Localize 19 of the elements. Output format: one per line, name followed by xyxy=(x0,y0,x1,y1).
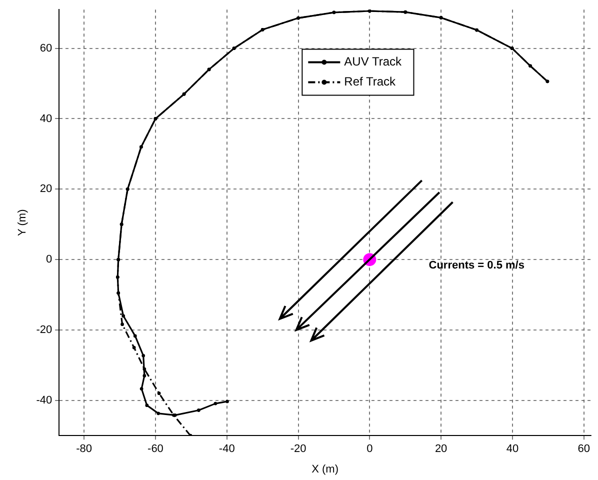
x-tick-label: 20 xyxy=(434,443,448,456)
y-tick-label: -40 xyxy=(36,394,52,406)
x-tick-label: 0 xyxy=(366,443,373,456)
x-tick-label: -80 xyxy=(76,443,92,456)
y-tick-label: 60 xyxy=(40,42,52,54)
y-tick-label: 0 xyxy=(46,254,52,266)
x-tick-label: -40 xyxy=(218,443,235,456)
x-tick-label: -20 xyxy=(290,443,306,456)
x-tick-label: 60 xyxy=(578,443,590,456)
x-tick-label: -60 xyxy=(148,443,164,456)
y-tick-label: 20 xyxy=(40,183,52,196)
annotation: Currents = 0.5 m/s xyxy=(428,260,524,272)
x-axis-title: X (m) xyxy=(312,463,338,476)
y-tick-label: 40 xyxy=(40,112,52,125)
y-tick-label: -20 xyxy=(36,324,52,336)
y-axis-title: Y (m) xyxy=(16,209,29,236)
legend-label: AUV Track xyxy=(344,54,403,69)
legend-label: Ref Track xyxy=(344,74,397,89)
x-tick-label: 40 xyxy=(506,443,519,456)
